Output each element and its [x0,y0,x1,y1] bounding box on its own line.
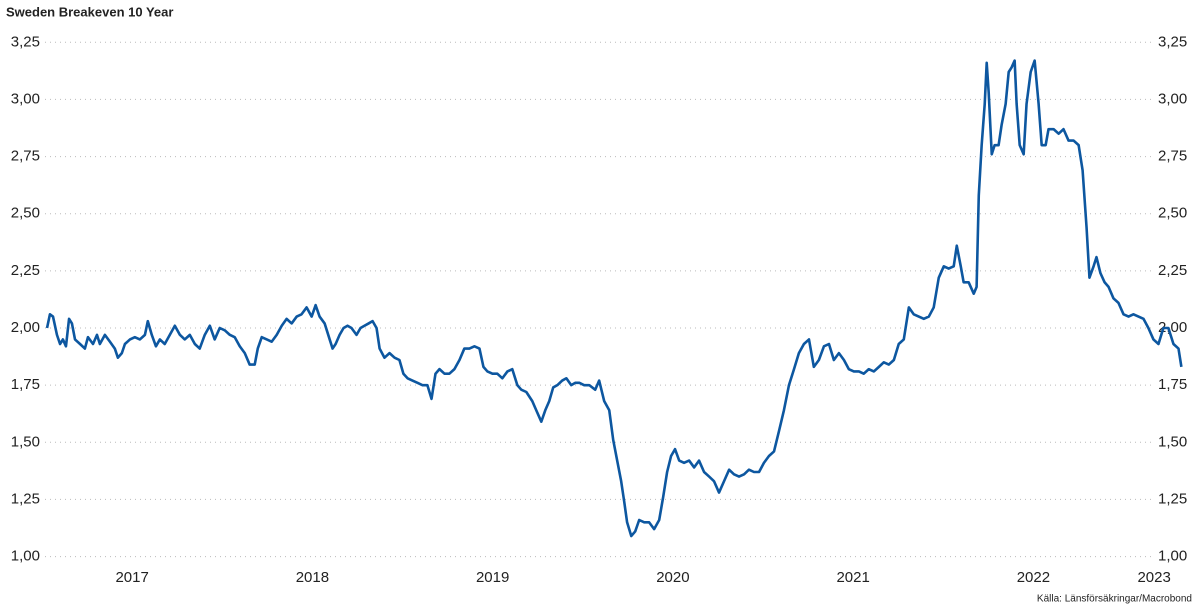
y2-tick-label: 2,75 [1158,148,1187,165]
y2-tick-label: 3,00 [1158,90,1187,107]
y-tick-label: 2,25 [11,262,40,279]
y-tick-label: 2,00 [11,319,40,336]
y-tick-label: 1,25 [11,490,40,507]
y2-tick-label: 3,25 [1158,33,1187,50]
y-tick-label: 2,50 [11,205,40,222]
y2-tick-label: 2,25 [1158,262,1187,279]
y2-tick-label: 1,75 [1158,376,1187,393]
x-tick-label: 2023 [1137,569,1170,586]
y-tick-label: 3,25 [11,33,40,50]
x-tick-label: 2020 [656,569,689,586]
y2-tick-label: 1,00 [1158,548,1187,565]
data-line [45,59,1183,538]
y2-tick-label: 2,50 [1158,205,1187,222]
x-tick-label: 2019 [476,569,509,586]
x-tick-label: 2017 [115,569,148,586]
chart-title: Sweden Breakeven 10 Year [6,4,173,19]
source-note: Källa: Länsförsäkringar/Macrobond [1037,594,1192,605]
y2-tick-label: 2,00 [1158,319,1187,336]
x-tick-label: 2022 [1017,569,1050,586]
y-tick-label: 1,00 [11,548,40,565]
y2-tick-label: 1,50 [1158,433,1187,450]
y-tick-label: 3,00 [11,90,40,107]
y-tick-label: 2,75 [11,148,40,165]
y2-tick-label: 1,25 [1158,490,1187,507]
y-tick-label: 1,50 [11,433,40,450]
x-tick-label: 2018 [296,569,329,586]
y-tick-label: 1,75 [11,376,40,393]
x-tick-label: 2021 [836,569,869,586]
